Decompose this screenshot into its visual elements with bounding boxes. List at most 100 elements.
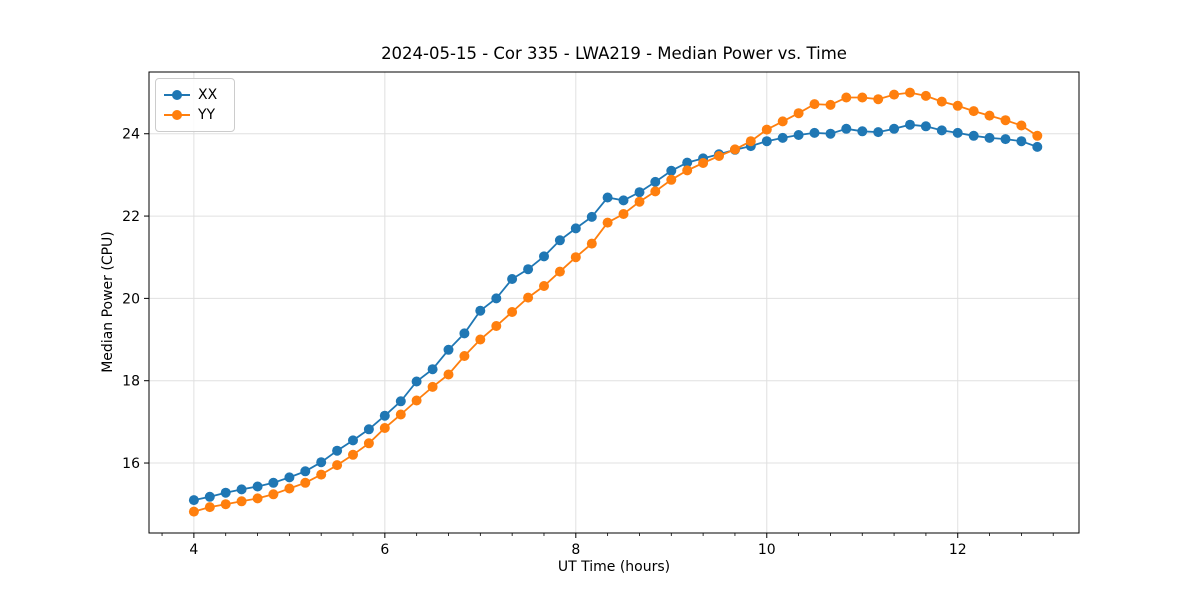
data-point-yy [889, 89, 900, 100]
data-point-yy [523, 292, 534, 303]
data-point-xx [363, 424, 374, 435]
data-point-yy [491, 321, 502, 331]
data-point-yy [984, 110, 995, 121]
data-point-yy [666, 174, 677, 185]
data-point-yy [793, 108, 804, 119]
x-tick-label: 6 [380, 542, 389, 558]
data-point-xx [395, 396, 406, 407]
legend-item-yy: YY [164, 105, 224, 125]
legend-item-xx: XX [164, 85, 224, 105]
data-point-yy [252, 493, 263, 504]
data-point-xx [539, 251, 549, 262]
data-point-xx [284, 472, 295, 483]
data-point-xx [873, 127, 884, 138]
data-point-yy [268, 489, 279, 500]
data-point-xx [634, 187, 645, 198]
data-point-xx [570, 223, 581, 234]
x-tick-label: 4 [189, 542, 198, 558]
data-point-xx [968, 130, 979, 141]
data-point-yy [825, 99, 836, 110]
data-point-yy [936, 96, 947, 107]
x-tick-label: 12 [949, 542, 967, 558]
data-point-yy [427, 381, 438, 392]
data-point-yy [952, 100, 963, 111]
y-axis-label: Median Power (CPU) [100, 231, 116, 373]
legend-line-marker-xx [164, 90, 190, 100]
data-point-xx [348, 435, 358, 446]
data-point-xx [379, 410, 390, 421]
axes-layer [144, 71, 1080, 538]
data-point-xx [586, 211, 597, 222]
data-point-yy [379, 423, 390, 433]
data-point-xx [220, 487, 231, 498]
data-point-xx [793, 130, 804, 140]
data-point-yy [968, 106, 979, 117]
data-point-yy [332, 460, 343, 471]
data-point-yy [1032, 130, 1043, 141]
data-point-yy [698, 158, 709, 168]
data-point-yy [809, 99, 820, 110]
x-tick-label: 8 [571, 542, 580, 558]
data-point-xx [889, 123, 900, 134]
tick-label-layer: 4 6 8 10 12 16 18 20 22 24 [122, 127, 966, 558]
data-point-xx [491, 293, 502, 304]
data-point-xx [618, 195, 629, 206]
series-line-xx [193, 123, 1038, 501]
data-point-xx [777, 132, 788, 143]
data-point-yy [586, 238, 597, 249]
data-point-yy [554, 266, 565, 277]
data-point-xx [459, 328, 470, 339]
data-point-xx [523, 264, 534, 275]
data-point-xx [1000, 134, 1011, 145]
data-point-xx [920, 121, 931, 132]
data-point-xx [507, 274, 518, 284]
data-point-yy [634, 196, 645, 207]
data-point-xx [332, 445, 343, 456]
data-point-xx [1016, 136, 1027, 147]
data-point-xx [554, 235, 565, 246]
y-tick-label: 24 [122, 127, 140, 143]
data-point-yy [602, 217, 613, 228]
x-tick-label: 10 [758, 542, 776, 558]
series-line-yy [193, 91, 1038, 513]
data-point-yy [841, 92, 852, 103]
data-point-xx [602, 192, 613, 203]
data-point-xx [666, 165, 677, 176]
data-point-xx [1032, 141, 1043, 152]
data-point-xx [427, 364, 438, 375]
data-point-yy [777, 116, 788, 127]
data-point-xx [252, 481, 263, 492]
data-point-yy [348, 449, 358, 460]
data-point-yy [1000, 115, 1011, 126]
data-point-yy [857, 92, 868, 103]
data-point-xx [682, 157, 693, 168]
data-point-xx [936, 125, 947, 136]
data-point-yy [905, 87, 915, 98]
data-point-yy [411, 395, 422, 406]
data-point-xx [984, 132, 995, 143]
data-point-xx [475, 305, 486, 316]
data-point-xx [268, 477, 279, 488]
data-point-xx [952, 127, 963, 138]
legend-line-marker-yy [164, 110, 190, 120]
data-point-yy [761, 124, 772, 135]
data-point-yy [204, 502, 215, 513]
data-point-yy [363, 438, 374, 449]
data-point-xx [809, 127, 820, 138]
data-point-yy [539, 281, 549, 291]
data-point-xx [650, 176, 661, 187]
legend: XX YY [155, 78, 235, 132]
data-point-xx [188, 495, 199, 506]
data-point-yy [475, 334, 486, 345]
data-point-yy [1016, 120, 1027, 131]
legend-label-xx: XX [198, 87, 218, 103]
data-point-yy [300, 477, 311, 488]
data-point-xx [761, 136, 772, 147]
y-tick-label: 22 [122, 209, 140, 225]
grid-layer [149, 72, 1079, 533]
data-point-xx [204, 491, 215, 502]
data-point-xx [825, 128, 836, 139]
data-point-xx [300, 466, 311, 477]
data-point-yy [730, 144, 740, 155]
